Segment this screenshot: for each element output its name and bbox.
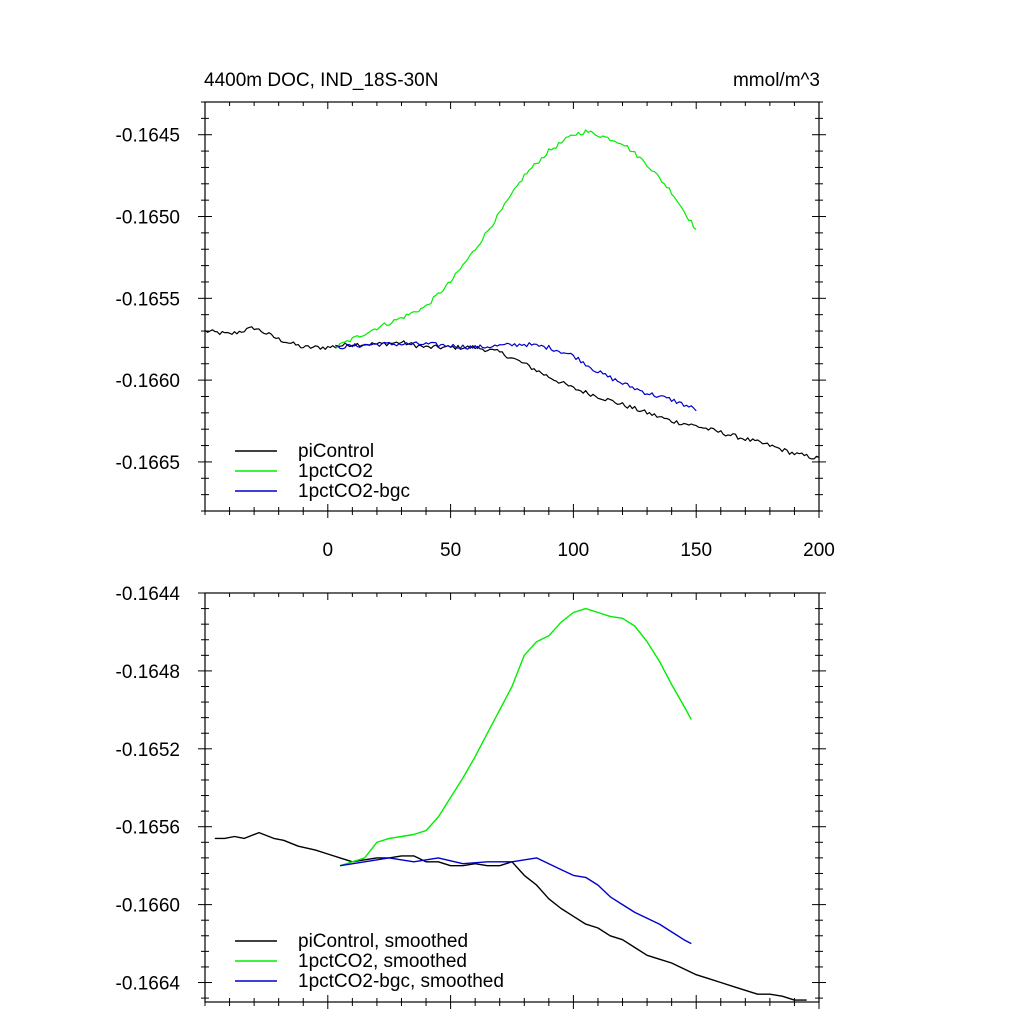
legend-label-1pctco2: 1pctCO2 (298, 461, 373, 482)
y-tick-label: -0.1660 (116, 896, 180, 917)
top-panel: 4400m DOC, IND_18S-30N mmol/m^3 0 50 100 15… (116, 70, 835, 561)
y-tick-label: -0.1650 (116, 208, 180, 229)
x-tick-label: 150 (680, 540, 712, 561)
x-tick-label: 50 (440, 540, 461, 561)
top-series (204, 129, 820, 460)
x-tick-label: 0 (323, 540, 334, 561)
legend-label-1pctco2-smoothed: 1pctCO2, smoothed (298, 951, 467, 972)
bottom-plot-frame (204, 592, 820, 1003)
legend-label-picontrol: piControl (298, 441, 374, 462)
y-tick-label: -0.1655 (116, 289, 180, 310)
bottom-series (214, 607, 807, 1001)
bottom-legend: piControl, smoothed 1pctCO2, smoothed 1p… (235, 931, 504, 992)
series-line-1pctco2-bgc-smoothed (339, 857, 692, 945)
top-units: mmol/m^3 (733, 70, 820, 91)
legend-label-1pctco2-bgc-smoothed: 1pctCO2-bgc, smoothed (298, 971, 504, 992)
y-tick-label: -0.1644 (116, 584, 181, 605)
series-line-1pctco2 (334, 129, 697, 350)
x-tick-label: 100 (558, 540, 590, 561)
x-tick-label: 200 (803, 540, 835, 561)
y-tick-label: -0.1660 (116, 371, 180, 392)
legend-label-1pctco2-bgc: 1pctCO2-bgc (298, 481, 410, 502)
top-plot-frame (204, 101, 820, 512)
y-tick-label: -0.1648 (116, 662, 180, 683)
bottom-panel: -0.1644 -0.1648 -0.1652 -0.1656 -0.1660 -0.16… (116, 584, 826, 1009)
top-title: 4400m DOC, IND_18S-30N (204, 70, 438, 91)
y-tick-label: -0.1656 (116, 818, 180, 839)
legend-label-picontrol-smoothed: piControl, smoothed (298, 931, 468, 952)
bottom-axis-ticks: -0.1644 -0.1648 -0.1652 -0.1656 -0.1660 -0.16… (116, 584, 826, 1009)
y-tick-label: -0.1665 (116, 453, 180, 474)
top-axis-ticks: 0 50 100 150 200 -0.1645 -0.1650 -0.1655 -0.1660… (116, 101, 835, 561)
series-line-1pctco2-smoothed (339, 607, 692, 867)
series-line-1pctco2-bgc (335, 341, 697, 412)
y-tick-label: -0.1645 (116, 126, 180, 147)
series-line-picontrol (204, 326, 820, 460)
y-tick-label: -0.1652 (116, 740, 180, 761)
y-tick-label: -0.1664 (116, 974, 181, 995)
top-legend: piControl 1pctCO2 1pctCO2-bgc (235, 441, 410, 502)
